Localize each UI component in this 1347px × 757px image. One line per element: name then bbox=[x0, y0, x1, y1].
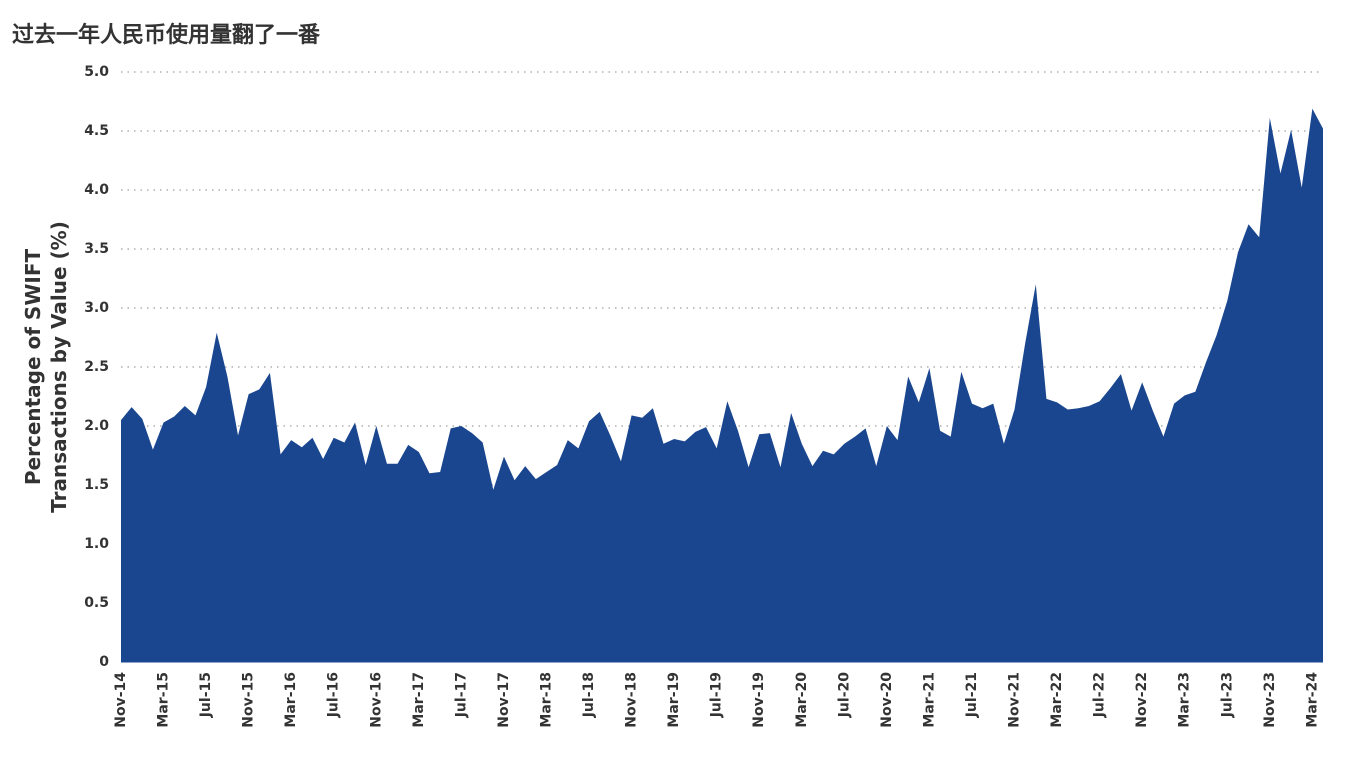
x-tick-label: Jul-17 bbox=[453, 672, 469, 718]
chart-title: 过去一年人民币使用量翻了一番 bbox=[12, 22, 321, 48]
y-tick-label: 3.5 bbox=[84, 241, 109, 257]
x-tick-label: Mar-20 bbox=[794, 672, 810, 728]
x-tick-label: Nov-17 bbox=[496, 672, 512, 728]
x-tick-label: Nov-14 bbox=[113, 672, 129, 728]
y-tick-label: 0.5 bbox=[84, 595, 109, 611]
x-tick-label: Jul-19 bbox=[709, 672, 725, 718]
y-tick-label: 1.0 bbox=[84, 536, 109, 552]
x-tick-label: Jul-20 bbox=[836, 672, 852, 719]
y-axis-label: Percentage of SWIFT bbox=[21, 249, 45, 486]
y-tick-label: 2.5 bbox=[84, 359, 109, 375]
x-tick-label: Mar-18 bbox=[538, 672, 554, 728]
x-tick-label: Nov-22 bbox=[1134, 672, 1150, 728]
y-tick-label: 5.0 bbox=[84, 64, 109, 80]
y-tick-label: 0 bbox=[99, 654, 109, 670]
x-tick-label: Jul-16 bbox=[326, 672, 342, 718]
x-tick-label: Nov-23 bbox=[1262, 672, 1278, 728]
area bbox=[121, 108, 1323, 662]
x-tick-label: Mar-19 bbox=[666, 672, 682, 728]
x-tick-label: Mar-23 bbox=[1177, 672, 1193, 728]
x-tick-label: Mar-16 bbox=[283, 672, 299, 728]
x-tick-label: Mar-22 bbox=[1049, 672, 1065, 728]
x-tick-label: Jul-22 bbox=[1092, 672, 1108, 718]
x-tick-label: Mar-17 bbox=[411, 672, 427, 728]
x-tick-label: Jul-21 bbox=[964, 672, 980, 718]
y-tick-label: 4.0 bbox=[84, 182, 109, 198]
x-tick-label: Nov-16 bbox=[368, 672, 384, 728]
x-tick-label: Nov-19 bbox=[751, 672, 767, 728]
x-tick-label: Mar-21 bbox=[921, 672, 937, 728]
x-tick-label: Nov-20 bbox=[879, 672, 895, 728]
y-axis-label: Transactions by Value (%) bbox=[47, 221, 71, 513]
x-tick-label: Nov-18 bbox=[624, 672, 640, 728]
x-tick-label: Mar-24 bbox=[1304, 672, 1320, 728]
y-tick-label: 4.5 bbox=[84, 123, 109, 139]
y-tick-label: 3.0 bbox=[84, 300, 109, 316]
x-tick-label: Jul-15 bbox=[198, 672, 214, 718]
x-tick-label: Nov-15 bbox=[241, 672, 257, 728]
x-tick-label: Mar-15 bbox=[156, 672, 172, 728]
x-tick-label: Jul-18 bbox=[581, 672, 597, 718]
y-tick-label: 1.5 bbox=[84, 477, 109, 493]
x-tick-label: Nov-21 bbox=[1007, 672, 1023, 728]
y-tick-label: 2.0 bbox=[84, 418, 109, 434]
x-tick-label: Jul-23 bbox=[1219, 672, 1235, 718]
